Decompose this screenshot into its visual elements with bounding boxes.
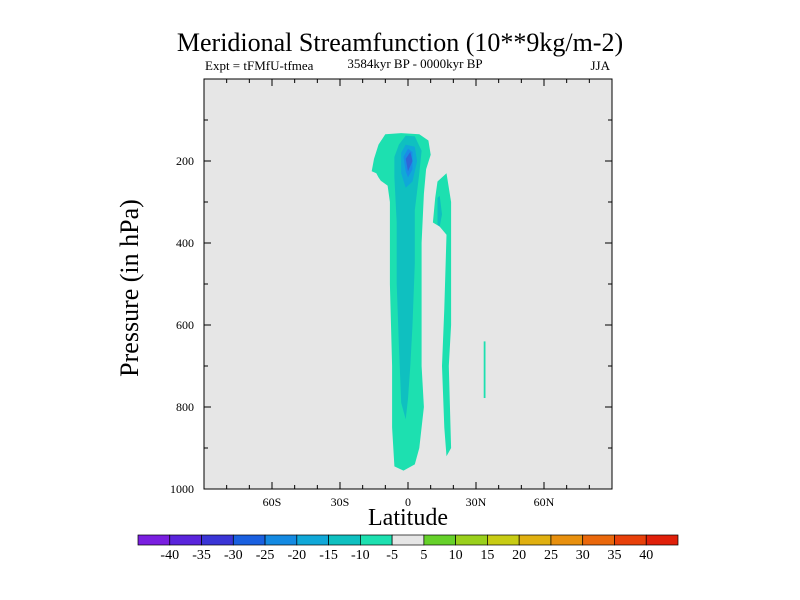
colorbar-label: -5 <box>386 548 398 563</box>
x-tick-label: 60N <box>534 495 555 509</box>
colorbar-swatch <box>487 534 520 546</box>
colorbar-label: 15 <box>480 548 494 563</box>
y-tick-label: 600 <box>176 318 194 332</box>
thin-strip-level-5 <box>483 341 486 398</box>
colorbar-swatch <box>169 534 202 546</box>
y-tick-label: 1000 <box>170 482 194 496</box>
secondary-cell-level-5 <box>432 173 452 457</box>
x-axis-label: Latitude <box>368 505 448 531</box>
season-label: JJA <box>590 58 610 73</box>
colorbar-label: -30 <box>224 548 243 563</box>
colorbar-label: -40 <box>160 548 179 563</box>
colorbar-swatch <box>550 534 584 546</box>
colorbar-label: 35 <box>607 548 621 563</box>
colorbar-swatch <box>455 534 488 546</box>
main-cell-level-10 <box>394 135 422 420</box>
colorbar-swatch <box>328 534 361 546</box>
time-range-label: 3584kyr BP - 0000kyr BP <box>347 56 483 71</box>
colorbar-label: -15 <box>319 548 338 563</box>
colorbar-swatch <box>614 534 647 546</box>
colorbar-swatch <box>296 534 329 546</box>
colorbar-swatch <box>201 534 234 546</box>
x-tick-label: 30S <box>331 495 350 509</box>
colorbar-swatch <box>391 534 425 546</box>
x-tick-label: 60S <box>263 495 282 509</box>
colorbar-label: -20 <box>287 548 306 563</box>
x-tick-label: 0 <box>405 495 411 509</box>
colorbar-swatch <box>645 534 679 546</box>
main-cell-level-25 <box>405 152 413 172</box>
x-tick-label: 30N <box>466 495 487 509</box>
colorbar-label: 5 <box>420 548 427 563</box>
chart-title: Meridional Streamfunction (10**9kg/m-2) <box>176 28 624 57</box>
colorbar-swatch <box>582 534 615 546</box>
colorbar-label: -10 <box>351 548 370 563</box>
colorbar-swatch <box>137 534 171 546</box>
colorbar-swatch <box>423 534 456 546</box>
y-tick-label: 800 <box>176 400 194 414</box>
y-tick-label: 200 <box>176 154 194 168</box>
colorbar-swatch <box>232 534 266 546</box>
colorbar-label: -25 <box>256 548 275 563</box>
colorbar-label: 10 <box>449 548 463 563</box>
secondary-cell-level-10 <box>437 195 442 227</box>
colorbar-swatch <box>518 534 552 546</box>
y-tick-label: 400 <box>176 236 194 250</box>
colorbar-label: 40 <box>639 548 653 563</box>
colorbar-swatch <box>264 534 298 546</box>
experiment-label: Expt = tFMfU-tfmea <box>205 58 314 73</box>
colorbar-label: 30 <box>576 548 590 563</box>
colorbar-label: 20 <box>512 548 526 563</box>
colorbar-label: 25 <box>544 548 558 563</box>
colorbar-swatch <box>360 534 393 546</box>
colorbar-label: -35 <box>192 548 211 563</box>
